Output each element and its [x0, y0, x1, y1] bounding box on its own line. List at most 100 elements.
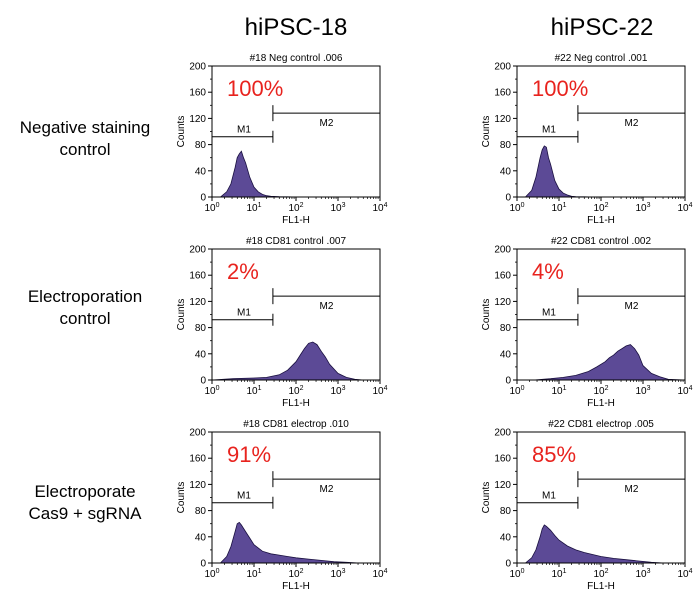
x-tick-label: 100	[204, 202, 219, 214]
y-tick-label: 40	[195, 532, 207, 543]
y-axis-label: Counts	[176, 116, 187, 148]
gate-m2-label: M2	[624, 301, 638, 312]
panel-title: #22 Neg control .001	[555, 53, 648, 64]
y-tick-label: 0	[200, 376, 206, 387]
panel-title: #22 CD81 control .002	[551, 236, 652, 247]
gate-m1-label: M1	[237, 308, 251, 319]
x-tick-label: 101	[246, 385, 261, 397]
x-tick-label: 101	[551, 568, 566, 580]
histogram-area	[211, 341, 380, 381]
x-tick-label: 103	[635, 202, 650, 214]
y-tick-label: 80	[500, 506, 512, 517]
histogram-area	[212, 521, 380, 564]
y-tick-label: 160	[494, 88, 511, 99]
row-label-line2: control	[59, 140, 111, 159]
y-tick-label: 160	[189, 454, 206, 465]
x-tick-label: 102	[288, 202, 303, 214]
row-label-line1: Negative staining	[19, 118, 151, 137]
x-tick-label: 100	[509, 385, 524, 397]
x-tick-label: 102	[593, 385, 608, 397]
y-tick-label: 120	[494, 297, 511, 308]
x-tick-label: 104	[372, 202, 387, 214]
y-tick-label: 0	[200, 559, 206, 570]
percent-label: 100%	[227, 76, 283, 101]
histogram-panel: #18 CD81 electrop .010 0 40 80 120 160 200 100 1…	[176, 419, 388, 592]
y-axis-label: Counts	[481, 299, 492, 331]
x-tick-label: 101	[246, 568, 261, 580]
y-tick-label: 40	[195, 166, 207, 177]
gate-m2-label: M2	[319, 301, 333, 312]
x-axis-label: FL1-H	[282, 215, 310, 226]
y-tick-label: 80	[195, 506, 207, 517]
gate-m1-label: M1	[542, 491, 556, 502]
y-tick-label: 40	[500, 532, 512, 543]
histogram-panel: #18 Neg control .006 0 40 80 120 160 200 100 101…	[176, 53, 388, 226]
y-tick-label: 40	[500, 166, 512, 177]
x-tick-label: 102	[593, 202, 608, 214]
histogram-area	[517, 344, 686, 381]
y-tick-label: 200	[494, 245, 511, 256]
x-tick-label: 103	[330, 385, 345, 397]
histogram-panel: #22 Neg control .001 0 40 80 120 160 200 100 101…	[481, 53, 693, 226]
y-axis-label: Counts	[481, 116, 492, 148]
y-tick-label: 200	[494, 428, 511, 439]
gate-m1-label: M1	[542, 125, 556, 136]
x-tick-label: 103	[330, 568, 345, 580]
panel-title: #18 CD81 electrop .010	[243, 419, 349, 430]
gate-m1-label: M1	[237, 491, 251, 502]
x-tick-label: 104	[372, 385, 387, 397]
y-axis-label: Counts	[176, 299, 187, 331]
y-tick-label: 80	[500, 140, 512, 151]
x-axis-label: FL1-H	[587, 581, 615, 592]
gate-m2-label: M2	[624, 118, 638, 129]
gate-m1-label: M1	[237, 125, 251, 136]
gate-m2-label: M2	[319, 118, 333, 129]
row-label-negative: Negative staining control	[0, 117, 170, 161]
column-title-hipsc-18: hiPSC-18	[244, 14, 348, 41]
panel-title: #22 CD81 electrop .005	[548, 419, 654, 430]
y-axis-label: Counts	[176, 482, 187, 514]
y-tick-label: 160	[189, 88, 206, 99]
x-tick-label: 101	[551, 385, 566, 397]
histogram-panel: #18 CD81 control .007 0 40 80 120 160 200 100 10…	[176, 236, 388, 409]
y-tick-label: 80	[195, 323, 207, 334]
x-tick-label: 102	[288, 385, 303, 397]
x-axis-label: FL1-H	[282, 398, 310, 409]
x-tick-label: 104	[677, 385, 692, 397]
row-label-line2: control	[59, 309, 111, 328]
y-tick-label: 200	[189, 245, 206, 256]
percent-label: 4%	[532, 259, 564, 284]
x-axis-label: FL1-H	[587, 398, 615, 409]
row-label-electroporation: Electroporation control	[0, 286, 170, 330]
y-axis-label: Counts	[481, 482, 492, 514]
x-tick-label: 101	[551, 202, 566, 214]
x-tick-label: 102	[593, 568, 608, 580]
row-label-line2: Cas9 + sgRNA	[28, 504, 142, 523]
y-tick-label: 200	[189, 62, 206, 73]
y-tick-label: 200	[189, 428, 206, 439]
row-label-cas9: Electroporate Cas9 + sgRNA	[0, 481, 170, 525]
y-tick-label: 80	[500, 323, 512, 334]
percent-label: 85%	[532, 442, 576, 467]
y-tick-label: 0	[200, 193, 206, 204]
histogram-panel: #22 CD81 electrop .005 0 40 80 120 160 200 100 1…	[481, 419, 693, 592]
x-tick-label: 101	[246, 202, 261, 214]
y-tick-label: 120	[494, 480, 511, 491]
panel-title: #18 CD81 control .007	[246, 236, 347, 247]
percent-label: 91%	[227, 442, 271, 467]
x-tick-label: 104	[372, 568, 387, 580]
gate-m1-label: M1	[542, 308, 556, 319]
x-tick-label: 102	[288, 568, 303, 580]
histogram-area	[517, 145, 685, 198]
panel-title: #18 Neg control .006	[250, 53, 343, 64]
histogram-area	[212, 150, 380, 198]
y-tick-label: 0	[505, 559, 511, 570]
column-title-hipsc-22: hiPSC-22	[550, 14, 654, 41]
x-tick-label: 100	[509, 568, 524, 580]
gate-m2-label: M2	[319, 484, 333, 495]
y-tick-label: 40	[195, 349, 207, 360]
y-tick-label: 120	[494, 114, 511, 125]
gate-m2-label: M2	[624, 484, 638, 495]
y-tick-label: 80	[195, 140, 207, 151]
